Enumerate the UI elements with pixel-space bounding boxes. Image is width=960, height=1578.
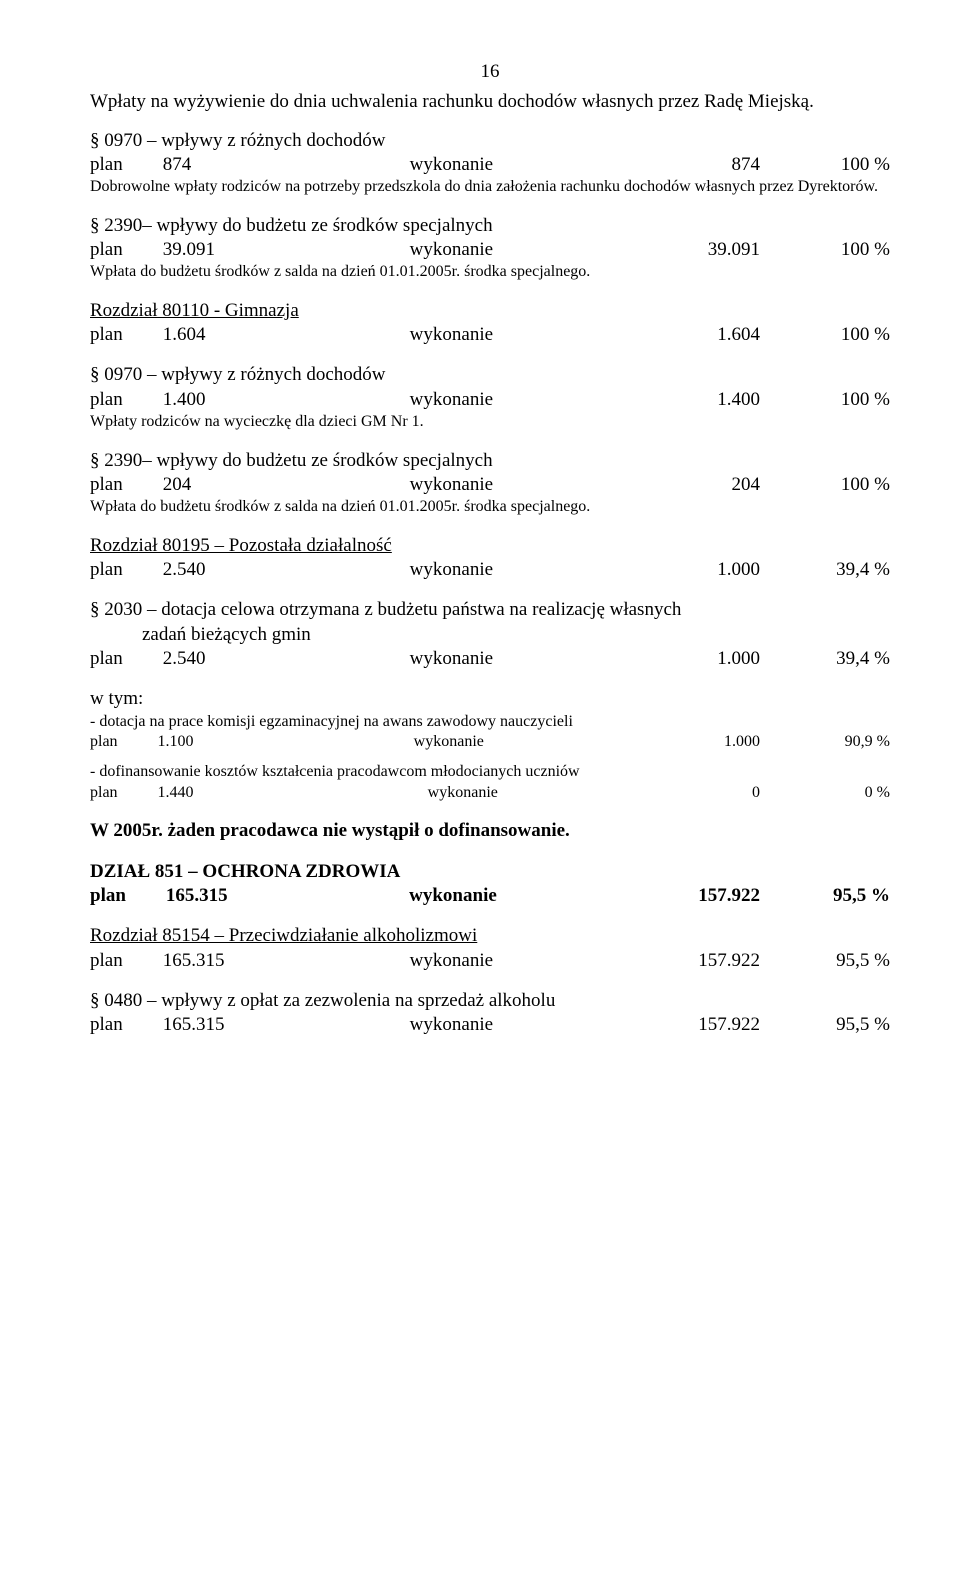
label-plan: plan [90,732,118,752]
value-percent: 100 % [800,153,890,177]
section-2390-a-title: § 2390– wpływy do budżetu ze środków spe… [90,214,890,238]
value-wykonanie: 157.922 [698,949,760,973]
value-plan: 1.400 [163,388,206,412]
rozdzial-80110-row: plan 1.604 wykonanie 1.604 100 % [90,323,890,347]
section-0970-b-row: plan 1.400 wykonanie 1.400 100 % [90,388,890,412]
value-percent: 90,9 % [800,732,890,752]
value-wykonanie: 39.091 [708,238,760,262]
value-plan: 874 [163,153,192,177]
section-2030-title-line2: zadań bieżących gmin [90,623,890,647]
section-2390-b-note: Wpłata do budżetu środków z salda na dzi… [90,497,890,517]
value-wykonanie: 157.922 [698,884,760,908]
value-wykonanie: 1.000 [724,732,760,752]
value-plan: 1.604 [163,323,206,347]
no-apply-text: W 2005r. żaden pracodawca nie wystąpił o… [90,819,890,843]
section-2390-b-title: § 2390– wpływy do budżetu ze środków spe… [90,449,890,473]
label-plan: plan [90,238,123,262]
dzial-851-title: DZIAŁ 851 – OCHRONA ZDROWIA [90,860,890,884]
value-wykonanie: 157.922 [698,1013,760,1037]
wtym-item1-text: - dotacja na prace komisji egzaminacyjne… [90,712,890,732]
wtym-item2-text: - dofinansowanie kosztów kształcenia pra… [90,762,890,782]
value-wykonanie: 1.000 [717,558,760,582]
rozdzial-85154-row: plan 165.315 wykonanie 157.922 95,5 % [90,949,890,973]
rozdzial-80195-title: Rozdział 80195 – Pozostała działalność [90,534,890,558]
value-plan: 165.315 [163,1013,225,1037]
section-0970-b-title: § 0970 – wpływy z różnych dochodów [90,363,890,387]
value-percent: 39,4 % [800,558,890,582]
value-plan: 1.100 [158,732,194,752]
label-plan: plan [90,323,123,347]
label-wykonanie: wykonanie [205,647,697,671]
section-0480-row: plan 165.315 wykonanie 157.922 95,5 % [90,1013,890,1037]
value-plan: 165.315 [163,949,225,973]
value-percent: 95,5 % [800,1013,890,1037]
value-wykonanie: 1.400 [717,388,760,412]
label-wykonanie: wykonanie [228,884,679,908]
label-wykonanie: wykonanie [205,323,697,347]
label-plan: plan [90,473,123,497]
label-wykonanie: wykonanie [205,388,697,412]
value-plan: 165.315 [166,884,228,908]
wtym-label: w tym: [90,687,890,711]
label-wykonanie: wykonanie [194,732,704,752]
value-percent: 39,4 % [800,647,890,671]
label-plan: plan [90,783,118,803]
label-plan: plan [90,647,123,671]
value-wykonanie: 0 [752,783,760,803]
section-0970-a-note: Dobrowolne wpłaty rodziców na potrzeby p… [90,177,890,197]
wtym-item2-row: plan 1.440 wykonanie 0 0 % [90,783,890,803]
value-percent: 100 % [800,388,890,412]
label-plan: plan [90,1013,123,1037]
value-plan: 2.540 [163,647,206,671]
section-2390-a-row: plan 39.091 wykonanie 39.091 100 % [90,238,890,262]
label-plan: plan [90,884,126,908]
section-2390-b-row: plan 204 wykonanie 204 100 % [90,473,890,497]
value-wykonanie: 874 [732,153,761,177]
value-plan: 204 [163,473,192,497]
section-0970-a-row: plan 874 wykonanie 874 100 % [90,153,890,177]
section-0970-b-note: Wpłaty rodziców na wycieczkę dla dzieci … [90,412,890,432]
value-wykonanie: 204 [732,473,761,497]
value-plan: 2.540 [163,558,206,582]
section-0480-title: § 0480 – wpływy z opłat za zezwolenia na… [90,989,890,1013]
page-number: 16 [90,60,890,84]
label-plan: plan [90,558,123,582]
value-percent: 95,5 % [800,884,890,908]
label-wykonanie: wykonanie [224,949,678,973]
rozdzial-80195-row: plan 2.540 wykonanie 1.000 39,4 % [90,558,890,582]
value-wykonanie: 1.604 [717,323,760,347]
label-plan: plan [90,949,123,973]
value-percent: 95,5 % [800,949,890,973]
rozdzial-80110-title: Rozdział 80110 - Gimnazja [90,299,890,323]
value-percent: 100 % [800,238,890,262]
value-percent: 100 % [800,323,890,347]
value-percent: 0 % [800,783,890,803]
label-wykonanie: wykonanie [205,558,697,582]
label-wykonanie: wykonanie [191,473,711,497]
intro-text: Wpłaty na wyżywienie do dnia uchwalenia … [90,90,890,114]
section-2390-a-note: Wpłata do budżetu środków z salda na dzi… [90,262,890,282]
value-wykonanie: 1.000 [717,647,760,671]
value-percent: 100 % [800,473,890,497]
label-plan: plan [90,388,123,412]
section-0970-a-title: § 0970 – wpływy z różnych dochodów [90,129,890,153]
label-wykonanie: wykonanie [224,1013,678,1037]
label-wykonanie: wykonanie [191,153,711,177]
rozdzial-85154-title: Rozdział 85154 – Przeciwdziałanie alkoho… [90,924,890,948]
section-2030-row: plan 2.540 wykonanie 1.000 39,4 % [90,647,890,671]
section-2030-title-line1: § 2030 – dotacja celowa otrzymana z budż… [90,598,890,622]
label-wykonanie: wykonanie [215,238,688,262]
label-wykonanie: wykonanie [194,783,732,803]
label-plan: plan [90,153,123,177]
value-plan: 1.440 [158,783,194,803]
dzial-851-row: plan 165.315 wykonanie 157.922 95,5 % [90,884,890,908]
value-plan: 39.091 [163,238,215,262]
wtym-item1-row: plan 1.100 wykonanie 1.000 90,9 % [90,732,890,752]
